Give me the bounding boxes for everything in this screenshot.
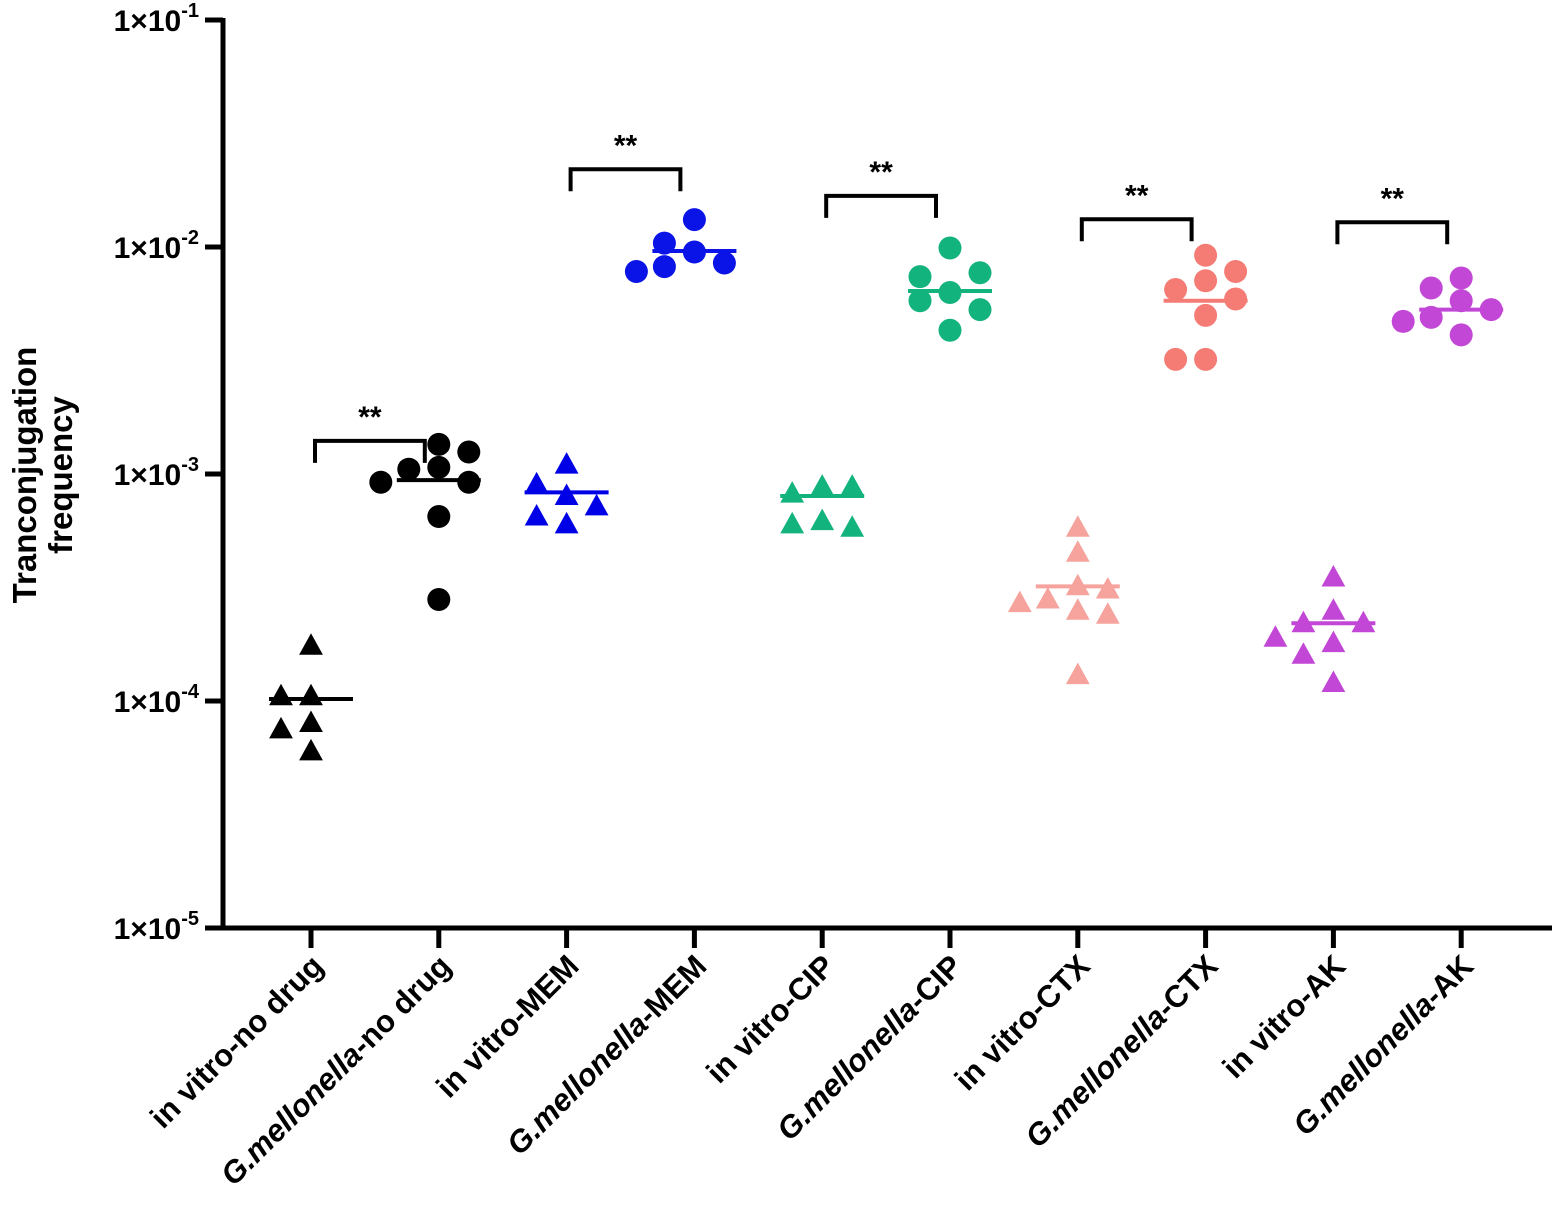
significance-bracket-3 (1079, 217, 1194, 242)
y-tick-label-3: 1×10-4 (114, 681, 200, 719)
data-point-9-2 (1449, 289, 1473, 313)
data-point-1-3 (369, 470, 393, 494)
data-point-7-6 (1194, 347, 1218, 371)
data-point-7-0 (1194, 243, 1218, 267)
data-point-2-5 (554, 511, 579, 534)
significance-bracket-0 (313, 438, 427, 463)
data-point-4-0 (810, 474, 835, 496)
data-point-7-3 (1224, 259, 1248, 283)
significance-brackets: ** ** ** ** ** (313, 129, 1450, 463)
data-point-7-5 (1194, 303, 1218, 327)
significance-label-2: ** (869, 156, 893, 189)
significance-bracket-4 (1335, 220, 1450, 245)
data-point-3-3 (652, 255, 676, 279)
data-point-0-1 (299, 683, 323, 706)
data-point-5-4 (968, 261, 992, 285)
x-category-label-8: in vitro-AK (1216, 948, 1353, 1085)
data-point-1-2 (457, 470, 481, 494)
y-tick-label-2: 1×10-3 (114, 454, 199, 492)
data-point-6-7 (1095, 602, 1120, 624)
x-category-label-4: in vitro-CIP (699, 948, 841, 1090)
y-axis-label-line-1: frequency (42, 395, 79, 553)
data-point-3-4 (712, 251, 736, 275)
significance-label-4: ** (1381, 182, 1405, 215)
data-point-8-0 (1321, 565, 1346, 587)
data-point-1-5 (457, 440, 481, 464)
significance-bracket-1 (568, 167, 683, 192)
data-point-2-1 (524, 471, 549, 494)
data-point-7-7 (1164, 347, 1188, 371)
data-point-4-5 (840, 515, 865, 537)
data-point-6-8 (1065, 662, 1090, 685)
data-point-6-0 (1065, 515, 1090, 537)
significance-label-1: ** (614, 129, 638, 162)
data-point-2-3 (584, 493, 609, 516)
data-point-8-1 (1321, 598, 1346, 620)
data-point-9-6 (1449, 323, 1473, 347)
data-point-0-4 (269, 716, 293, 739)
data-point-5-2 (938, 236, 962, 260)
data-point-6-3 (1035, 587, 1060, 609)
data-point-5-1 (908, 289, 932, 313)
x-category-label-1: G.mellonella-no drug (214, 948, 458, 1192)
data-point-5-5 (968, 298, 992, 322)
data-point-4-1 (780, 481, 805, 503)
data-point-3-5 (624, 259, 648, 283)
y-tick-label-0: 1×10-1 (114, 0, 199, 38)
median-lines (269, 249, 1504, 702)
data-point-2-2 (554, 452, 579, 474)
data-point-4-2 (840, 474, 865, 496)
data-point-1-4 (427, 432, 451, 456)
data-point-0-3 (299, 710, 323, 732)
data-point-7-2 (1164, 277, 1188, 301)
data-point-0-2 (269, 683, 293, 706)
data-point-8-5 (1291, 642, 1316, 664)
data-point-6-6 (1065, 598, 1090, 620)
data-point-0-5 (299, 738, 323, 761)
significance-label-3: ** (1125, 179, 1149, 212)
data-point-3-1 (682, 208, 706, 232)
axes: 1×10-1 1×10-2 1×10-3 1×10-4 1×10-5 (114, 0, 1552, 948)
data-point-6-1 (1065, 540, 1090, 562)
data-point-1-7 (427, 587, 451, 611)
data-point-1-1 (397, 457, 421, 481)
data-point-6-5 (1007, 590, 1032, 613)
y-axis-label: Tranconjugation frequency (6, 347, 79, 604)
data-point-9-5 (1391, 309, 1415, 333)
data-point-5-3 (908, 265, 932, 289)
data-point-0-0 (299, 633, 323, 655)
data-point-7-1 (1194, 269, 1218, 293)
data-point-1-0 (427, 455, 451, 479)
data-point-8-4 (1321, 630, 1346, 653)
data-point-8-6 (1321, 670, 1346, 692)
data-point-9-0 (1449, 266, 1473, 290)
data-point-2-4 (524, 504, 549, 526)
data-point-3-2 (652, 231, 676, 255)
y-tick-label-1: 1×10-2 (114, 227, 199, 265)
data-point-5-6 (938, 318, 962, 342)
data-point-4-3 (810, 508, 835, 531)
data-point-8-7 (1263, 625, 1288, 647)
data-point-9-1 (1419, 276, 1443, 300)
data-point-4-4 (780, 511, 805, 534)
data-point-1-6 (427, 504, 451, 528)
data-points (269, 208, 1503, 761)
significance-bracket-2 (824, 193, 938, 218)
y-axis-label-line-0: Tranconjugation (6, 347, 43, 604)
significance-label-0: ** (358, 401, 382, 434)
y-tick-label-4: 1×10-5 (114, 908, 199, 946)
